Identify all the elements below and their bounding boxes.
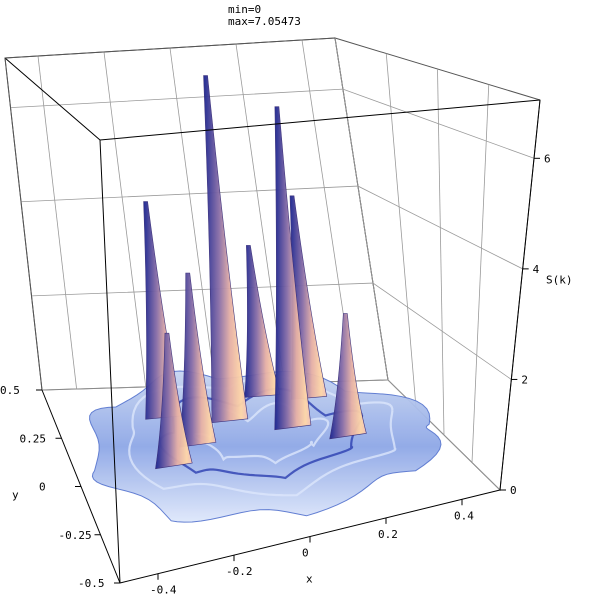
z-gridline [21, 185, 523, 270]
y-gridline [385, 53, 417, 408]
x-gridline [103, 51, 147, 388]
z-axis-line [499, 99, 541, 491]
y-tick-label: -0.5 [78, 577, 105, 590]
y-tick-label: 0.5 [0, 384, 20, 397]
y-tick-label: 0.25 [20, 432, 47, 445]
z-tick-label: 6 [544, 152, 551, 165]
x-tick-label: -0.2 [226, 565, 253, 578]
surface-peak [203, 75, 249, 424]
z-axis-label: S(k) [546, 274, 573, 287]
min-label: min=0 [228, 3, 262, 16]
x-tick-label: 0.2 [378, 528, 398, 541]
z-tick-label: 0 [510, 484, 517, 497]
axis-ticks: -0.4 -0.2 0 0.2 0.4 0.5 0.25 0 -0.25 -0.5 0 2 4 6 [0, 152, 551, 596]
x-axis-label: x [306, 573, 313, 586]
z-tick-label: 2 [521, 373, 528, 386]
y-gridline [471, 84, 490, 463]
y-tick-label: 0 [39, 481, 46, 494]
x-tick-label: 0 [302, 547, 309, 560]
max-label: max=7.05473 [228, 15, 301, 28]
surface-mesh [89, 75, 442, 523]
y-gridline [334, 37, 389, 381]
chart-header: min=0 max=7.05473 [228, 4, 301, 28]
surface-peak [244, 245, 281, 398]
surface-peak [274, 106, 312, 431]
x-gridline [169, 47, 216, 386]
y-tick-label: -0.25 [59, 529, 92, 542]
surface-peak [155, 332, 193, 470]
box-top-back-edge [4, 37, 336, 59]
y-gridline [437, 68, 445, 436]
x-gridline [37, 55, 77, 390]
box-top-edge [4, 57, 541, 141]
x-tick-label: 0.4 [454, 509, 474, 522]
surface-peak [329, 313, 367, 440]
y-axis-label: y [12, 489, 19, 502]
box-front-edge [99, 139, 121, 584]
box-edge [4, 57, 43, 391]
x-tick-label: -0.4 [150, 584, 177, 597]
surface-peak [179, 272, 217, 448]
z-tick-label: 4 [533, 263, 540, 276]
z-gridline [10, 88, 535, 159]
